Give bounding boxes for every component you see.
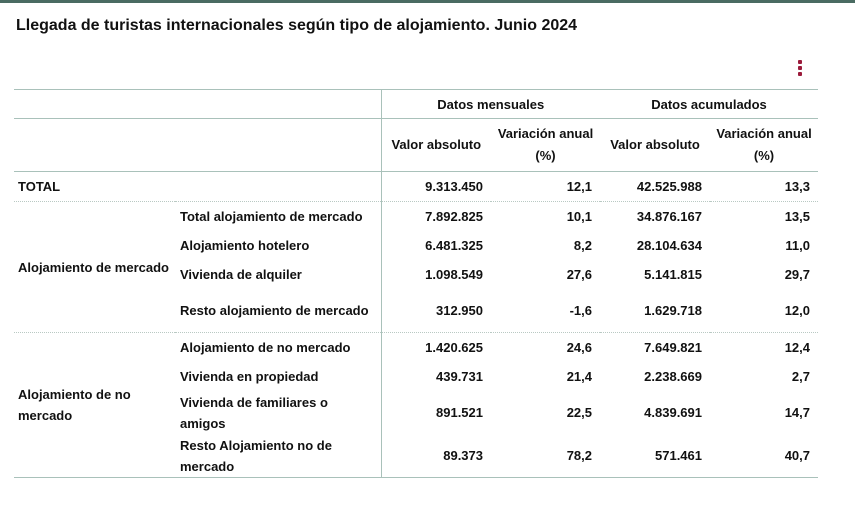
header-valor-absoluto-acumulado: Valor absoluto — [600, 118, 710, 172]
kebab-menu-icon[interactable] — [792, 60, 808, 82]
row-label: Alojamiento de no mercado — [175, 332, 382, 362]
cell-valor-acumulado: 34.876.167 — [636, 209, 702, 224]
cell-variacion-acumulado: 12,0 — [784, 303, 810, 318]
cell-variacion-mensual: 27,6 — [566, 267, 592, 282]
header-datos-acumulados: Datos acumulados — [600, 89, 818, 119]
header-row-columns: Valor absoluto Variación anual (%) Valor… — [14, 118, 818, 172]
total-valor-acumulado: 42.525.988 — [600, 171, 710, 202]
total-label: TOTAL — [14, 171, 382, 202]
cell-variacion-acumulado: 2,7 — [791, 369, 810, 384]
cell-valor-mensual: 7.892.825 — [425, 209, 483, 224]
cell-variacion-mensual: 22,5 — [566, 405, 592, 420]
total-valor-mensual: 9.313.450 — [381, 171, 491, 202]
cell-valor-mensual: 891.521 — [436, 405, 483, 420]
cell-valor-mensual: 89.373 — [381, 434, 491, 478]
cell-valor-acumulado: 571.461 — [600, 434, 710, 478]
table-row: Vivienda en propiedad 439.731 21,4 2.238… — [14, 362, 818, 391]
cell-variacion-acumulado: 29,7 — [784, 267, 810, 282]
row-label: Alojamiento hotelero — [175, 231, 382, 260]
data-table: Datos mensuales Datos acumulados Valor a… — [14, 89, 818, 478]
cell-valor-mensual: 6.481.325 — [425, 238, 483, 253]
header-row-groups: Datos mensuales Datos acumulados — [14, 89, 818, 119]
cell-variacion-mensual: 24,6 — [491, 332, 600, 362]
table-row: Alojamiento de no mercado Alojamiento de… — [14, 332, 818, 478]
cell-variacion-acumulado: 12,4 — [710, 332, 818, 362]
total-variacion-mensual: 12,1 — [491, 171, 600, 202]
table-row: Vivienda de familiares o amigos 891.521 … — [14, 391, 818, 434]
cell-valor-acumulado: 2.238.669 — [644, 369, 702, 384]
table-row: Resto Alojamiento no de mercado 89.373 7… — [14, 434, 818, 478]
page-title: Llegada de turistas internacionales segú… — [16, 17, 578, 34]
table-row: Resto alojamiento de mercado 312.950 -1,… — [14, 289, 818, 333]
total-variacion-acumulado: 13,3 — [710, 171, 818, 202]
group-label-no-mercado: Alojamiento de no mercado — [14, 332, 175, 478]
row-label: Vivienda en propiedad — [175, 362, 382, 391]
header-valor-absoluto-mensual: Valor absoluto — [381, 118, 491, 172]
group-label-mercado: Alojamiento de mercado — [18, 259, 169, 275]
total-row: TOTAL 9.313.450 12,1 42.525.988 13,3 — [14, 171, 818, 202]
cell-valor-acumulado: 1.629.718 — [644, 303, 702, 318]
row-label: Resto alojamiento de mercado — [175, 289, 382, 333]
cell-variacion-acumulado: 11,0 — [785, 238, 810, 253]
cell-variacion-mensual: 21,4 — [566, 369, 592, 384]
row-label: Vivienda de alquiler — [175, 260, 382, 289]
header-blank-cell — [14, 89, 382, 119]
table-row: Alojamiento hotelero 6.481.325 8,2 28.10… — [14, 231, 818, 260]
cell-valor-acumulado: 28.104.634 — [636, 238, 702, 253]
cell-variacion-acumulado: 14,7 — [784, 405, 810, 420]
cell-variacion-mensual: 78,2 — [491, 434, 600, 478]
cell-valor-mensual: 312.950 — [436, 303, 483, 318]
cell-variacion-acumulado: 13,5 — [784, 209, 810, 224]
cell-valor-acumulado: 7.649.821 — [600, 332, 710, 362]
row-label: Resto Alojamiento no de mercado — [175, 434, 382, 478]
cell-variacion-acumulado: 40,7 — [710, 434, 818, 478]
header-datos-mensuales: Datos mensuales — [381, 89, 600, 119]
cell-valor-mensual: 1.420.625 — [381, 332, 491, 362]
top-accent-bar — [0, 0, 855, 3]
cell-valor-acumulado: 4.839.691 — [644, 405, 702, 420]
header-variacion-anual-mensual: Variación anual (%) — [491, 118, 600, 172]
header-variacion-anual-acumulado: Variación anual (%) — [710, 118, 818, 172]
cell-variacion-mensual: -1,6 — [569, 303, 592, 318]
cell-valor-mensual: 439.731 — [436, 369, 483, 384]
row-label: Total alojamiento de mercado — [175, 201, 382, 231]
table-row: Vivienda de alquiler 1.098.549 27,6 5.14… — [14, 260, 818, 289]
cell-valor-mensual: 1.098.549 — [425, 267, 483, 282]
table-row: Alojamiento de mercado Total alojamiento… — [14, 201, 818, 275]
row-label: Vivienda de familiares o amigos — [175, 391, 382, 434]
cell-variacion-mensual: 8,2 — [573, 238, 592, 253]
cell-variacion-mensual: 10,1 — [566, 209, 592, 224]
header-blank-cell — [14, 118, 382, 172]
cell-valor-acumulado: 5.141.815 — [644, 267, 702, 282]
